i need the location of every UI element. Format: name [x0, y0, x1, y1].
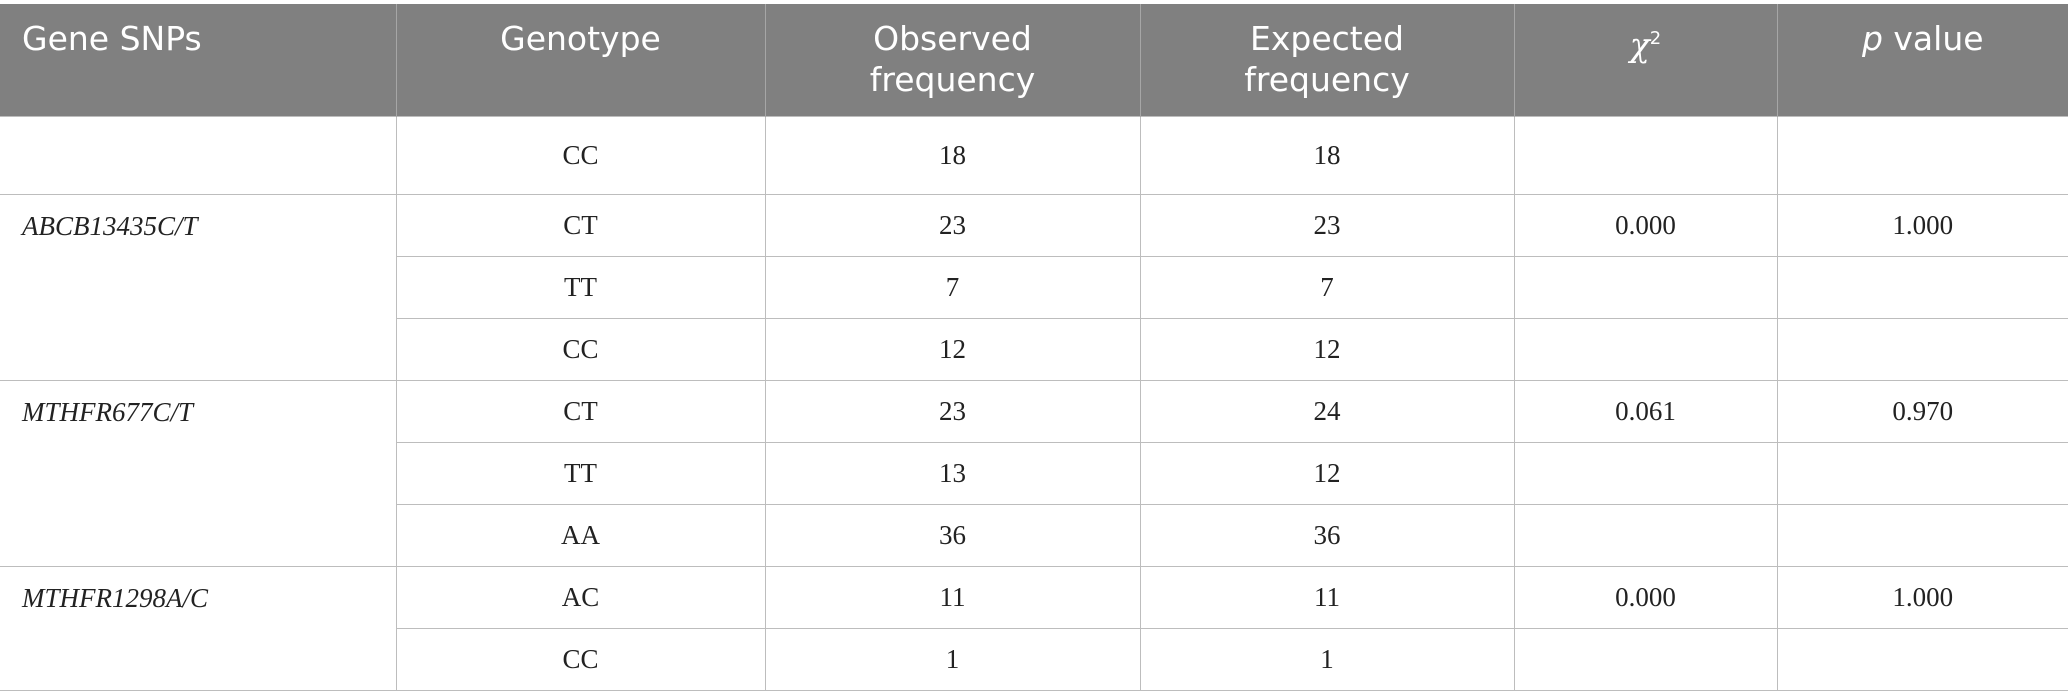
table-row: TT 13 12: [0, 441, 2068, 505]
gene-cell: ABCB13435C/T: [0, 193, 397, 381]
chi2-cell: [1513, 503, 1778, 567]
p-cell: [1776, 115, 2068, 195]
genotype-cell: CC: [395, 627, 766, 691]
gene-cell: MTHFR1298A/C: [0, 565, 397, 691]
expected-cell: 11: [1139, 565, 1515, 629]
p-cell: 1.000: [1776, 193, 2068, 257]
chi2-cell: [1513, 317, 1778, 381]
chi2-cell: [1513, 441, 1778, 505]
observed-cell: 1: [764, 627, 1141, 691]
table-row: MTHFR677C/T CT 23 24 0.061 0.970: [0, 379, 2068, 567]
header-cell: Expected frequency: [1139, 4, 1514, 116]
chi-symbol: χ: [1629, 25, 1650, 64]
gene-cell: [0, 115, 397, 195]
table-row: TT 7 7: [0, 255, 2068, 319]
header-cell: Gene SNPs: [0, 4, 396, 116]
page: Gene SNPs Genotype Observed frequency Ex…: [0, 4, 2068, 691]
data-table: Gene SNPs Genotype Observed frequency Ex…: [0, 4, 2068, 691]
chi2-cell: [1513, 627, 1778, 691]
table-body: CC 18 18 ABCB13435C/T CT 23 23 0.000 1.000 TT 7 7 CC…: [0, 115, 2068, 691]
table-row: CC 12 12: [0, 317, 2068, 381]
table-row: CC 18 18: [0, 115, 2068, 195]
p-cell: 1.000: [1776, 565, 2068, 629]
expected-cell: 18: [1139, 115, 1515, 195]
p-cell: [1776, 317, 2068, 381]
table-header: Gene SNPs Genotype Observed frequency Ex…: [0, 4, 2068, 116]
observed-cell: 7: [764, 255, 1141, 319]
observed-cell: 23: [764, 379, 1141, 443]
header-row: Gene SNPs Genotype Observed frequency Ex…: [0, 4, 2068, 116]
genotype-cell: AA: [395, 503, 766, 567]
genotype-cell: CC: [395, 115, 766, 195]
header-cell: χ2: [1513, 4, 1777, 116]
p-cell: [1776, 503, 2068, 567]
table-row: AA 36 36: [0, 503, 2068, 567]
chi2-cell: [1513, 255, 1778, 319]
p-cell: 0.970: [1776, 379, 2068, 443]
p-text: value: [1893, 19, 1984, 58]
expected-cell: 7: [1139, 255, 1515, 319]
genotype-cell: CT: [395, 379, 766, 443]
genotype-cell: AC: [395, 565, 766, 629]
expected-cell: 1: [1139, 627, 1515, 691]
expected-cell: 12: [1139, 441, 1515, 505]
p-cell: [1776, 255, 2068, 319]
expected-cell: 24: [1139, 379, 1515, 443]
expected-cell: 12: [1139, 317, 1515, 381]
header-cell: Genotype: [395, 4, 765, 116]
observed-cell: 12: [764, 317, 1141, 381]
p-cell: [1776, 627, 2068, 691]
p-cell: [1776, 441, 2068, 505]
chi-superscript: 2: [1649, 28, 1662, 49]
observed-cell: 36: [764, 503, 1141, 567]
header-cell: p value: [1776, 4, 2068, 116]
chi2-cell: 0.000: [1513, 193, 1778, 257]
observed-cell: 23: [764, 193, 1141, 257]
observed-cell: 18: [764, 115, 1141, 195]
gene-cell: MTHFR677C/T: [0, 379, 397, 567]
genotype-cell: TT: [395, 255, 766, 319]
genotype-cell: TT: [395, 441, 766, 505]
genotype-cell: CT: [395, 193, 766, 257]
genotype-cell: CC: [395, 317, 766, 381]
table-row: ABCB13435C/T CT 23 23 0.000 1.000: [0, 193, 2068, 381]
chi2-cell: [1513, 115, 1778, 195]
expected-cell: 23: [1139, 193, 1515, 257]
chi2-cell: 0.061: [1513, 379, 1778, 443]
expected-cell: 36: [1139, 503, 1515, 567]
chi2-cell: 0.000: [1513, 565, 1778, 629]
header-cell: Observed frequency: [764, 4, 1140, 116]
p-symbol: p: [1861, 19, 1883, 58]
observed-cell: 13: [764, 441, 1141, 505]
observed-cell: 11: [764, 565, 1141, 629]
table-row: MTHFR1298A/C AC 11 11 0.000 1.000: [0, 565, 2068, 691]
